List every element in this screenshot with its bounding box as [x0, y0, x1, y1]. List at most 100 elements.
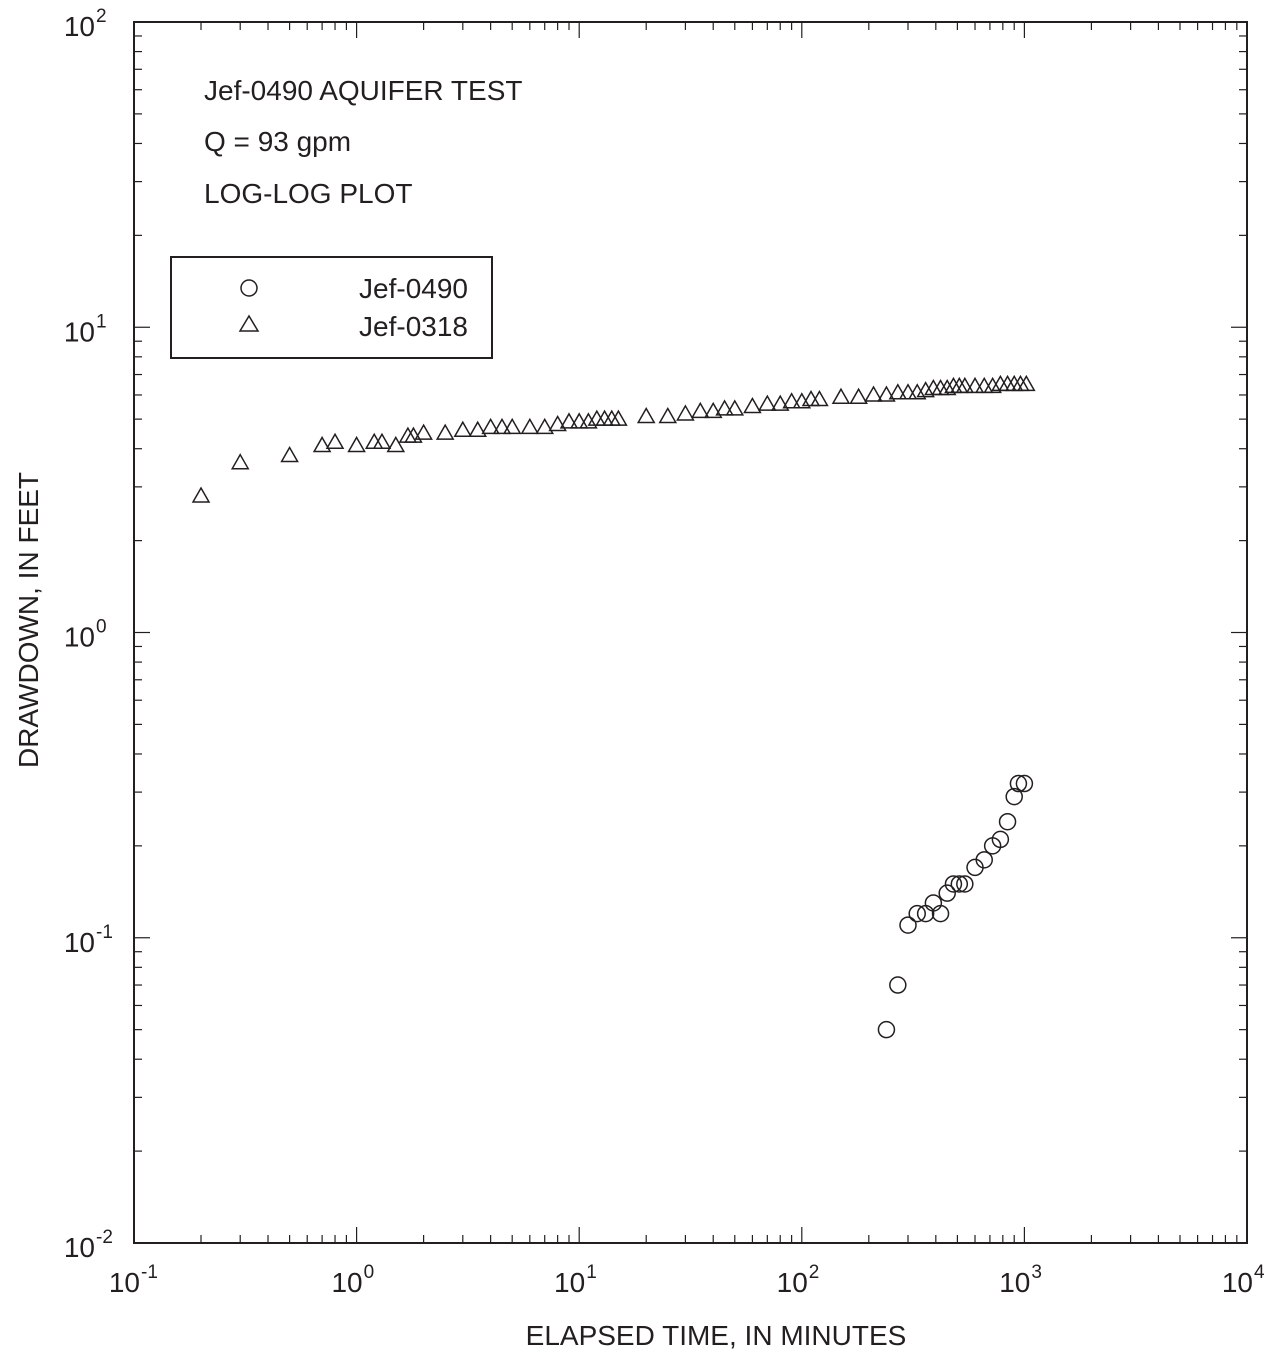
- data-point-triangle: [364, 432, 384, 450]
- data-point-triangle: [916, 381, 935, 398]
- plot-area-frame: [133, 21, 1248, 1244]
- y-axis-title: DRAWDOWN, IN FEET: [13, 472, 44, 768]
- data-point-circle: [1015, 774, 1034, 793]
- x-tick-label-exponent: -1: [141, 1262, 158, 1283]
- data-point-triangle: [280, 446, 299, 463]
- title-line-2: Q = 93 gpm: [204, 126, 351, 157]
- y-tick-label: 10 1: [64, 311, 107, 347]
- y-tick-label: 10 -1: [64, 922, 113, 958]
- data-point-circle: [1009, 774, 1028, 793]
- x-tick-label-exponent: 3: [1031, 1262, 1042, 1283]
- x-tick-label-exponent: 4: [1254, 1262, 1265, 1283]
- data-point-circle: [877, 1020, 896, 1039]
- y-tick-label-exponent: 1: [96, 311, 107, 332]
- x-tick-label-base: 10: [109, 1267, 140, 1298]
- y-tick-label-exponent: 0: [96, 617, 107, 638]
- data-point-triangle: [831, 387, 851, 404]
- y-tick-label: 10 0: [64, 617, 107, 653]
- data-markers: [191, 374, 1036, 1039]
- data-point-circle: [975, 851, 993, 869]
- data-point-triangle: [372, 432, 392, 450]
- data-point-triangle: [888, 383, 908, 400]
- x-tick-label: 10 1: [554, 1262, 597, 1298]
- x-tick-label-base: 10: [1222, 1267, 1253, 1298]
- data-point-triangle: [535, 417, 555, 435]
- data-point-circle: [899, 916, 917, 934]
- x-tick-label: 10 0: [331, 1262, 374, 1298]
- data-point-triangle: [492, 417, 512, 435]
- y-tick-label-base: 10: [64, 316, 95, 347]
- data-point-triangle: [230, 453, 250, 470]
- data-point-triangle: [864, 385, 883, 402]
- data-point-triangle: [715, 399, 734, 416]
- data-point-triangle: [1017, 374, 1036, 392]
- data-point-circle: [950, 875, 969, 893]
- data-point-triangle: [386, 435, 406, 453]
- data-point-triangle: [983, 376, 1002, 394]
- data-point-triangle: [658, 407, 678, 424]
- x-tick-label: 10 4: [1222, 1262, 1265, 1298]
- data-point-triangle: [559, 412, 579, 429]
- data-point-triangle: [703, 401, 723, 419]
- data-point-triangle: [569, 412, 589, 429]
- data-point-triangle: [937, 378, 957, 396]
- legend-triangle-marker: [238, 314, 260, 332]
- data-point-triangle: [191, 486, 211, 503]
- data-point-triangle: [579, 412, 598, 429]
- x-tick-label: 10 2: [777, 1262, 820, 1298]
- x-tick-label: 10 3: [999, 1262, 1042, 1298]
- y-tick-label: 10 2: [64, 6, 107, 42]
- data-point-triangle: [312, 435, 332, 453]
- data-point-triangle: [453, 420, 473, 437]
- data-point-triangle: [398, 426, 418, 443]
- y-tick-label-base: 10: [64, 927, 95, 958]
- y-tick-label-exponent: 2: [96, 6, 107, 27]
- x-axis-title: ELAPSED TIME, IN MINUTES: [526, 1320, 907, 1351]
- y-tick-label-base: 10: [64, 622, 95, 653]
- data-point-circle: [1005, 787, 1023, 806]
- x-tick-label-base: 10: [999, 1267, 1030, 1298]
- x-tick-label-exponent: 2: [809, 1262, 820, 1283]
- data-point-circle: [998, 812, 1017, 831]
- x-tick-label-base: 10: [777, 1267, 808, 1298]
- data-point-triangle: [743, 396, 762, 414]
- data-point-triangle: [758, 394, 777, 411]
- x-tick-label-exponent: 1: [586, 1262, 597, 1283]
- data-point-triangle: [435, 423, 455, 440]
- data-point-triangle: [481, 417, 500, 435]
- legend-series-1-label: Jef-0490: [359, 273, 468, 304]
- y-tick-label: 10 -2: [64, 1227, 113, 1263]
- data-point-triangle: [849, 387, 868, 404]
- y-tick-label-base: 10: [64, 11, 95, 42]
- data-point-circle: [889, 976, 907, 994]
- data-point-triangle: [676, 404, 695, 421]
- data-point-triangle: [965, 376, 985, 394]
- data-point-triangle: [801, 389, 821, 407]
- data-point-triangle: [325, 432, 345, 450]
- x-tick-label: 10 -1: [109, 1262, 158, 1298]
- data-point-circle: [956, 875, 974, 893]
- data-point-triangle: [782, 392, 801, 409]
- legend-series-2-label: Jef-0318: [359, 311, 468, 342]
- data-point-circle: [938, 884, 956, 902]
- data-point-triangle: [609, 409, 628, 426]
- data-point-triangle: [404, 426, 423, 443]
- data-point-circle: [908, 904, 926, 923]
- y-tick-label-base: 10: [64, 1232, 95, 1263]
- legend-circle-marker: [240, 279, 258, 297]
- x-tick-label-base: 10: [331, 1267, 362, 1298]
- x-tick-label-base: 10: [554, 1267, 585, 1298]
- legend-box: [170, 256, 493, 359]
- x-tick-label-exponent: 0: [364, 1262, 375, 1283]
- axis-ticks: [133, 22, 1247, 1244]
- data-point-triangle: [636, 407, 656, 424]
- y-tick-label-exponent: -1: [96, 922, 113, 943]
- title-line-1: Jef-0490 AQUIFER TEST: [204, 75, 523, 106]
- data-point-circle: [991, 830, 1010, 849]
- y-tick-label-exponent: -2: [96, 1227, 113, 1248]
- data-point-triangle: [414, 423, 433, 440]
- data-point-triangle: [468, 420, 488, 437]
- data-point-triangle: [770, 394, 790, 411]
